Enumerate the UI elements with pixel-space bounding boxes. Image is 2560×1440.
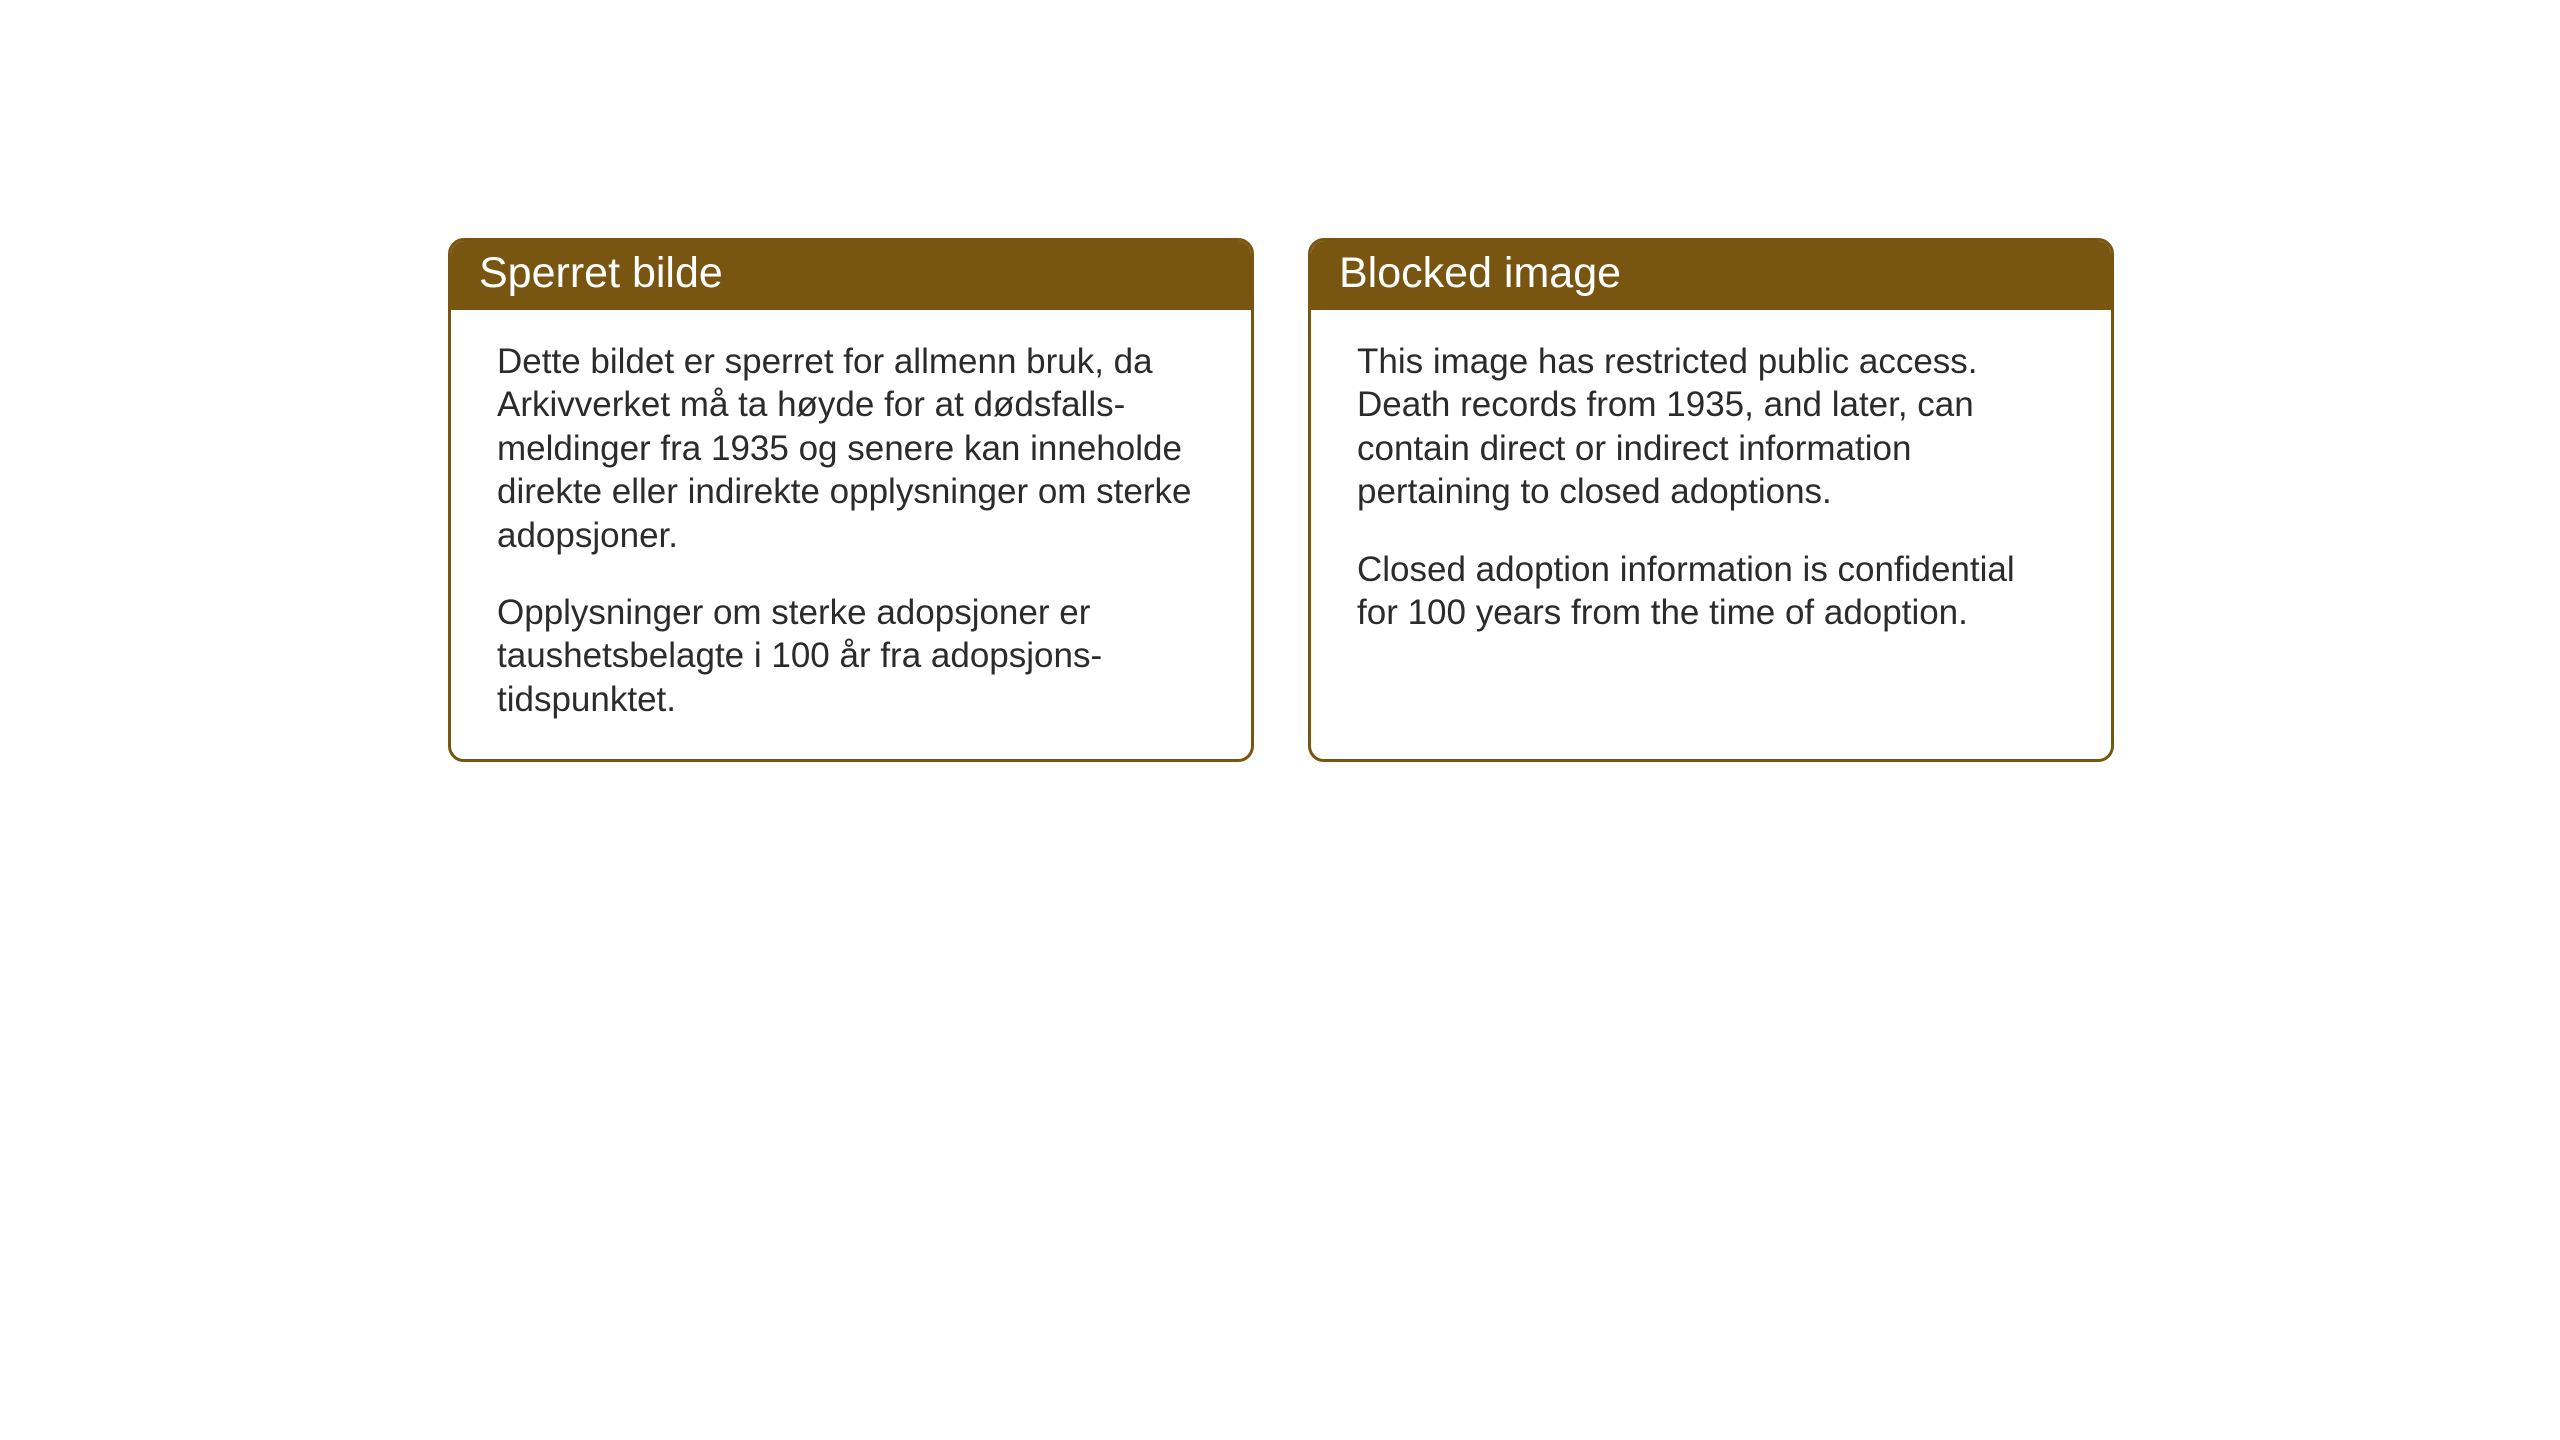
panel-body-en: This image has restricted public access.… — [1311, 310, 2111, 750]
panel-english: Blocked image This image has restricted … — [1308, 238, 2114, 762]
panel-header-no: Sperret bilde — [451, 241, 1251, 310]
panel-header-en: Blocked image — [1311, 241, 2111, 310]
panel-no-paragraph-2: Opplysninger om sterke adopsjoner er tau… — [497, 591, 1205, 721]
panel-en-paragraph-1: This image has restricted public access.… — [1357, 340, 2065, 514]
panel-no-paragraph-1: Dette bildet er sperret for allmenn bruk… — [497, 340, 1205, 557]
panel-body-no: Dette bildet er sperret for allmenn bruk… — [451, 310, 1251, 759]
panel-en-paragraph-2: Closed adoption information is confident… — [1357, 548, 2065, 635]
panel-norwegian: Sperret bilde Dette bildet er sperret fo… — [448, 238, 1254, 762]
panels-container: Sperret bilde Dette bildet er sperret fo… — [448, 238, 2114, 762]
